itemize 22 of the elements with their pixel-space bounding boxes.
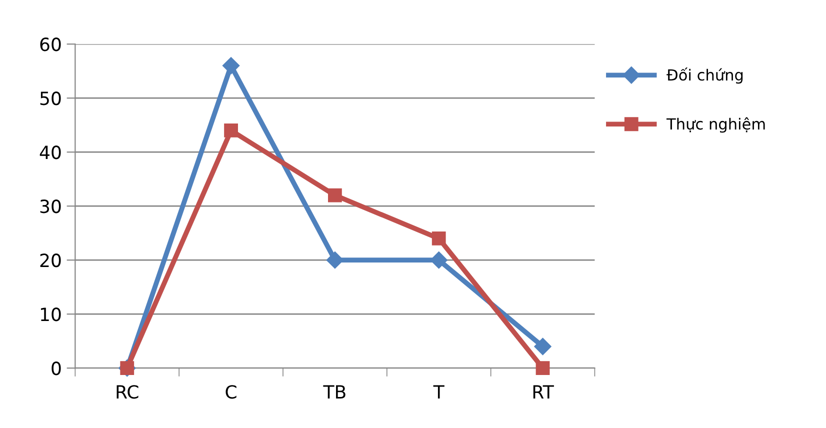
x-tick-label: RC: [116, 385, 138, 399]
legend-label: Đối chứng: [666, 68, 743, 84]
point: [432, 232, 446, 246]
point: [534, 338, 552, 356]
y-tick-label: 50: [40, 92, 61, 106]
x-tick-label: C: [226, 385, 236, 399]
y-tick-label: 60: [40, 38, 61, 52]
x-tick-label: RT: [533, 385, 554, 398]
point: [222, 57, 240, 74]
y-tick-label: 10: [40, 308, 61, 322]
x-tick-label: T: [433, 385, 444, 398]
point: [224, 124, 238, 138]
x-tick-label: TB: [323, 385, 346, 398]
legend-label: Thực nghiệm: [666, 117, 765, 133]
y-tick-label: 40: [40, 146, 61, 160]
y-tick-label: 0: [52, 362, 61, 376]
point: [430, 252, 448, 269]
point: [326, 252, 344, 269]
point: [536, 361, 550, 376]
y-tick-label: 30: [40, 200, 61, 214]
y-tick-label: 20: [40, 254, 61, 268]
point: [328, 188, 342, 202]
